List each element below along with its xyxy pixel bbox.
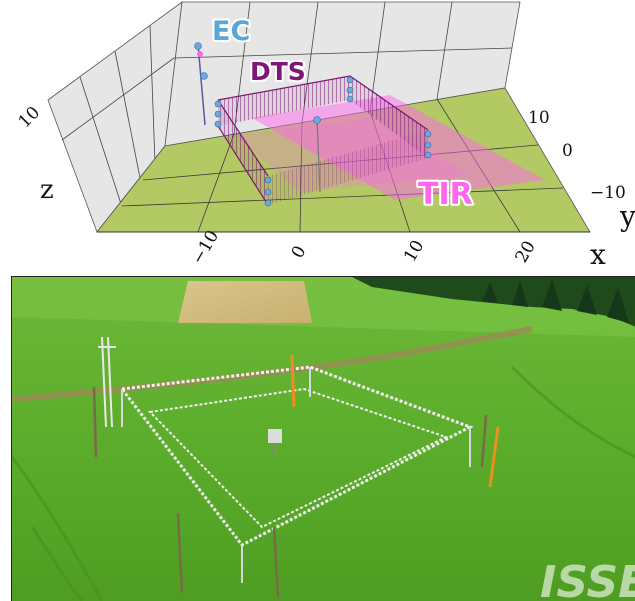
dts-sensors <box>214 76 432 207</box>
marker-poles <box>290 354 500 488</box>
x-tick-label: −10 <box>188 227 223 268</box>
forest-treeline <box>352 277 635 327</box>
dts-label: DTS <box>250 57 306 86</box>
x-tick-label: 20 <box>512 238 540 267</box>
tir-label: TIR <box>418 177 473 212</box>
y-tick-label: 10 <box>528 108 550 128</box>
z-axis-label: z <box>40 175 54 205</box>
y-tick-label: 0 <box>562 141 573 161</box>
ec-tower-photo <box>98 336 116 428</box>
tractor-tracks <box>12 365 635 601</box>
sensor-layout-3d-diagram: EC DTS TIR z 10 10 0 −10 y −10 0 10 20 x <box>15 1 635 271</box>
x-axis-label: x <box>590 238 606 271</box>
x-tick-label: 10 <box>400 237 428 266</box>
center-mast <box>313 116 321 193</box>
logo-watermark: ISSE <box>540 557 635 601</box>
x-tick-label: 0 <box>288 242 311 261</box>
ec-label: EC <box>212 16 250 47</box>
dts-cable-fence <box>217 75 429 206</box>
ec-tower <box>194 42 208 126</box>
y-tick-label: −10 <box>590 183 626 203</box>
fence-posts <box>121 367 471 583</box>
wooden-poles <box>92 386 488 598</box>
z-tick-label: 10 <box>15 103 44 132</box>
hay-field <box>178 281 312 323</box>
y-axis-label: y <box>619 200 635 233</box>
center-sensor-station <box>268 429 282 455</box>
field-site-aerial-photo: ISSE <box>11 276 635 601</box>
